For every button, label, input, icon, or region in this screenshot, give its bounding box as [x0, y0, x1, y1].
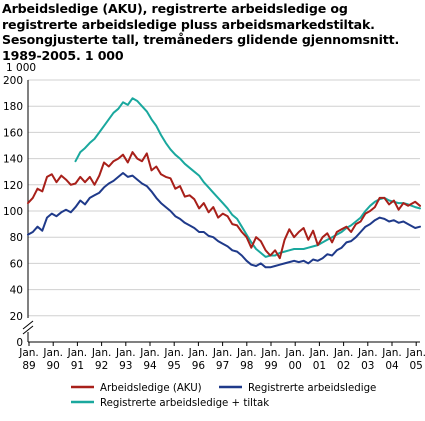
x-tick-label-year: 92: [95, 360, 108, 372]
x-tick-label-year: 04: [385, 360, 399, 372]
y-axis-tick-labels: 0 20 40 60 80 100 120 140 160 180 200: [3, 75, 23, 349]
y-tick-label: 140: [3, 154, 23, 166]
y-tick-label: 40: [10, 285, 23, 297]
y-tick-label: 180: [3, 101, 23, 113]
series-line: [27, 151, 421, 260]
x-tick-label-year: 99: [264, 360, 277, 372]
x-tick-label-year: 01: [313, 360, 326, 372]
gridlines: [28, 79, 420, 317]
x-tick-label-year: 91: [71, 360, 84, 372]
x-tick-label-year: 90: [47, 360, 60, 372]
x-tick-label-month: Jan.: [260, 347, 281, 359]
x-tick-label-month: Jan.: [163, 347, 184, 359]
x-tick-label-month: Jan.: [284, 347, 305, 359]
x-tick-label-month: Jan.: [309, 347, 330, 359]
x-tick-label-month: Jan.: [91, 347, 112, 359]
x-tick-label-year: 05: [410, 360, 423, 372]
x-tick-label-month: Jan.: [405, 347, 425, 359]
x-tick-label-year: 94: [143, 360, 157, 372]
x-tick-label-year: 96: [192, 360, 206, 372]
chart-title: Arbeidsledige (AKU), registrerte arbeids…: [2, 1, 400, 63]
x-tick-label-year: 03: [361, 360, 374, 372]
x-tick-label-year: 95: [168, 360, 181, 372]
axes: [22, 80, 420, 346]
x-tick-label-month: Jan.: [139, 347, 160, 359]
legend: Arbeidsledige (AKU) Registrerte arbeidsle…: [71, 383, 376, 409]
legend-label: Registrerte arbeidsledige: [248, 383, 376, 394]
y-axis-unit-label: 1 000: [6, 62, 36, 74]
x-tick-label-month: Jan.: [115, 347, 136, 359]
x-tick-label-month: Jan.: [236, 347, 257, 359]
series-line: [27, 172, 421, 269]
axis-break-mark: [22, 320, 34, 330]
x-tick-label-year: 98: [240, 360, 253, 372]
x-tick-label-year: 89: [22, 360, 35, 372]
legend-label: Arbeidsledige (AKU): [100, 383, 202, 394]
x-tick-label-month: Jan.: [188, 347, 209, 359]
x-tick-label-year: 93: [119, 360, 132, 372]
x-tick-label-month: Jan.: [333, 347, 354, 359]
y-tick-label: 120: [3, 180, 23, 192]
y-tick-label: 60: [10, 258, 23, 270]
y-tick-label: 80: [10, 232, 23, 244]
x-tick-label-year: 00: [289, 360, 302, 372]
x-axis-tick-labels: Jan.89Jan.90Jan.91Jan.92Jan.93Jan.94Jan.…: [18, 347, 425, 372]
x-tick-label-month: Jan.: [42, 347, 63, 359]
x-tick-label-month: Jan.: [212, 347, 233, 359]
x-tick-label-month: Jan.: [67, 347, 88, 359]
series-line: [74, 97, 421, 258]
x-tick-label-month: Jan.: [18, 347, 39, 359]
y-tick-label: 100: [3, 206, 23, 218]
y-tick-label: 0: [16, 337, 23, 349]
y-tick-label: 200: [3, 75, 23, 87]
legend-label: Registrerte arbeidsledige + tiltak: [100, 398, 269, 409]
x-tick-label-month: Jan.: [357, 347, 378, 359]
y-tick-label: 160: [3, 127, 23, 139]
x-tick-label-year: 97: [216, 360, 229, 372]
x-tick-label-year: 02: [337, 360, 350, 372]
y-tick-label: 20: [10, 311, 23, 323]
axis-break-mark: [22, 325, 34, 335]
data-series: [27, 97, 421, 269]
x-tick-label-month: Jan.: [381, 347, 402, 359]
